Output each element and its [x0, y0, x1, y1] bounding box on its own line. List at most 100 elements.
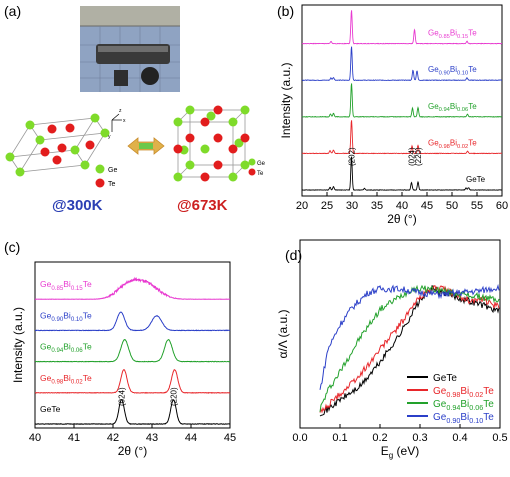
panel-b-series-label: Ge0.85Bi0.15Te — [428, 29, 477, 40]
panel-b-x-axis-label: 2θ (°) — [387, 212, 416, 226]
panel-a: (a) x — [4, 3, 266, 214]
panel-b-series-line — [301, 83, 503, 118]
axis-y-label: y — [108, 134, 111, 140]
panel-b-x-tick-label: 45 — [421, 200, 433, 212]
sample-photo — [80, 6, 180, 92]
panel-c-series-line — [35, 338, 231, 363]
panel-c-x-tick-label: 42 — [107, 432, 119, 444]
legend-ge-label-right: Ge — [257, 161, 266, 167]
panel-b-label: (b) — [277, 3, 294, 19]
ge-atom — [185, 160, 195, 170]
panel-b-y-axis-label: Intensity (a.u.) — [279, 62, 293, 138]
cubic-lattice — [173, 105, 250, 182]
ge-atom — [200, 144, 210, 154]
panel-b-series-line — [301, 10, 503, 45]
ge-atom — [206, 111, 216, 121]
ge-atom — [70, 145, 80, 155]
ge-atom — [240, 105, 250, 115]
panel-d-x-tick-label: 0.2 — [372, 432, 387, 444]
ge-atom — [173, 117, 183, 127]
panel-a-label: (a) — [4, 3, 21, 19]
panel-c-plot-frame — [34, 261, 231, 429]
te-atom — [40, 147, 50, 157]
te-atom — [213, 105, 223, 115]
panel-d-series-line — [319, 285, 500, 414]
panel-c-x-tick-label: 43 — [146, 432, 158, 444]
ge-atom — [35, 135, 45, 145]
panel-c-series-label: Ge0.90Bi0.10Te — [40, 310, 92, 323]
panel-c-series-line — [35, 311, 231, 332]
te-atom — [213, 160, 223, 170]
panel-b-series-label: Ge0.94Bi0.06Te — [428, 102, 477, 113]
transition-arrow — [127, 137, 165, 155]
panel-b-series-label: Ge0.98Bi0.02Te — [428, 138, 477, 149]
legend-te-label-right: Te — [257, 171, 264, 177]
panel-b-x-tick-label: 30 — [346, 200, 358, 212]
panel-b-x-tick-label: 35 — [371, 200, 383, 212]
panel-c-series-line — [34, 276, 230, 300]
panel-b-series-line — [301, 120, 502, 155]
panel-d-y-axis-label: α/Λ (a.u.) — [276, 310, 290, 359]
te-atom — [47, 124, 57, 134]
legend-label: Ge0.90Bi0.10Te — [433, 412, 494, 425]
panel-d-plot-frame — [299, 239, 501, 429]
temperature-673k-label: @673K — [177, 197, 228, 214]
panel-b-peak-annotation: (220) — [414, 147, 423, 166]
axis-x-label: x — [123, 118, 126, 124]
panel-c-series-label: Ge0.94Bi0.06Te — [40, 342, 92, 355]
panel-d-series-line — [319, 285, 500, 417]
panel-c-x-tick-label: 44 — [185, 432, 197, 444]
panel-c-peak-annotation: (220) — [169, 387, 178, 406]
panel-c-x-tick-label: 45 — [224, 432, 236, 444]
te-atom — [213, 133, 223, 143]
panel-b-x-tick-label: 55 — [471, 200, 483, 212]
panel-c-y-axis-label: Intensity (a.u.) — [11, 307, 25, 383]
atom-legend-right: Ge Te — [248, 158, 266, 177]
legend-label: GeTe — [433, 373, 457, 384]
panel-b-series-label: Ge0.90Bi0.10Te — [428, 65, 477, 76]
panel-c-x-tick-label: 41 — [68, 432, 80, 444]
ge-atom — [15, 167, 25, 177]
te-atom — [57, 143, 67, 153]
panel-b-series-line — [301, 156, 503, 191]
te-atom — [228, 144, 238, 154]
panel-d-series-line — [319, 283, 500, 390]
panel-d-label: (d) — [285, 247, 302, 263]
panel-c-series-label: GeTe — [40, 404, 61, 414]
ge-atom — [173, 172, 183, 182]
ge-atom — [240, 160, 250, 170]
panel-d-x-tick-label: 0.5 — [492, 432, 507, 444]
te-atom — [240, 133, 250, 143]
ge-atom — [228, 117, 238, 127]
te-atom — [65, 123, 75, 133]
panel-b-x-tick-label: 60 — [496, 200, 508, 212]
panel-d-x-tick-label: 0.1 — [332, 432, 347, 444]
ge-atom — [5, 152, 15, 162]
te-atom — [52, 155, 62, 165]
rhombohedral-lattice: x y z — [5, 108, 126, 177]
panel-c-series-line — [35, 368, 231, 394]
ge-atom — [100, 128, 110, 138]
panel-d-x-tick-label: 0.3 — [412, 432, 427, 444]
panel-b-series-label: GeTe — [466, 175, 486, 184]
te-atom — [185, 133, 195, 143]
panel-d-x-axis-label: Eg (eV) — [381, 444, 419, 460]
panel-d: (d) α/Λ (a.u.) Eg (eV) 0.0 0.1 0.2 0.3 0.4 0.… — [276, 239, 508, 460]
ge-atom — [25, 120, 35, 130]
panel-c-peak-annotation: (024) — [118, 387, 127, 406]
te-atom — [85, 140, 95, 150]
te-atom — [200, 172, 210, 182]
axis-z-label: z — [119, 108, 122, 114]
panel-d-x-tick-label: 0.0 — [292, 432, 307, 444]
panel-b-series-line — [302, 46, 503, 82]
legend-label: Ge0.94Bi0.06Te — [433, 399, 494, 412]
te-atom — [200, 117, 210, 127]
panel-b-peak-annotation: (202) — [348, 147, 357, 166]
ge-atom — [228, 172, 238, 182]
panel-b-x-tick-label: 20 — [296, 200, 308, 212]
panel-c-series-label: Ge0.85Bi0.15Te — [40, 279, 92, 292]
panel-c-series-label: Ge0.98Bi0.02Te — [40, 373, 92, 386]
temperature-300k-label: @300K — [52, 197, 103, 214]
ge-atom — [185, 105, 195, 115]
